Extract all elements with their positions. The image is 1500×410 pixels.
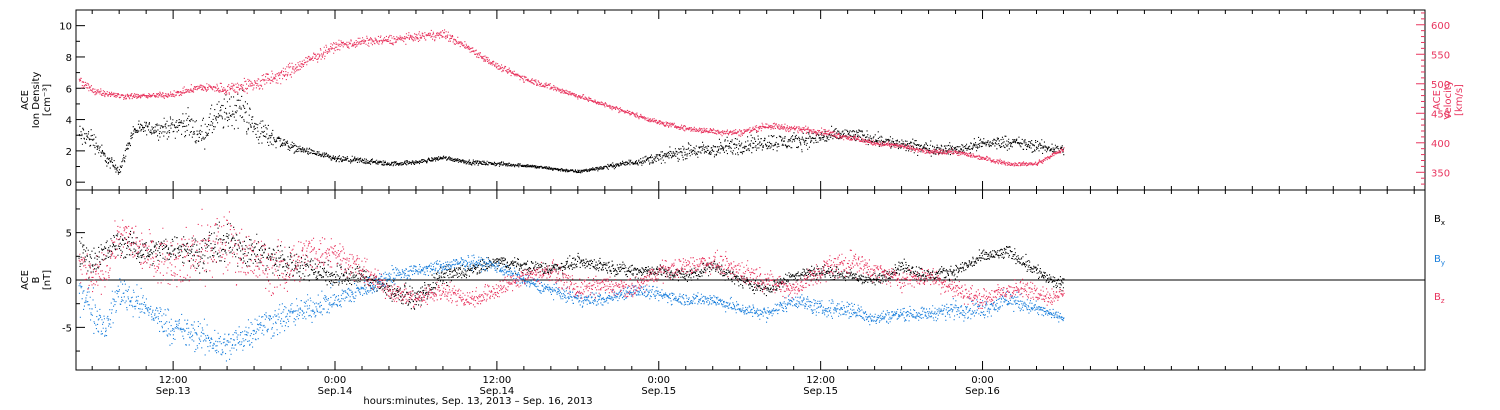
by-points [78,254,1065,362]
velocity-axis-tick-label: 600 [1431,21,1450,32]
legend-by: By [1434,254,1445,267]
bx-series [78,221,1065,310]
bottom-panel: -5 0 5 ACE B [nT] Bx By Bz [20,189,1445,371]
x-tick-label-date: Sep.15 [641,386,676,397]
density-axis-title: ACE Ion Density [cm⁻³] [20,72,53,129]
bz-series [78,208,1065,309]
density-axis-tick-label: 6 [66,84,72,95]
x-tick-label-time: 12:00 [806,375,835,386]
velocity-axis-title: ACE Velocity [km/s] [1432,80,1465,119]
velocity-points [78,29,1065,167]
x-tick-label-time: 0:00 [324,375,346,386]
density-axis-tick-label: 2 [66,147,72,158]
x-tick-label-date: Sep.14 [318,386,353,397]
x-tick-label-date: Sep.16 [965,386,1000,397]
x-tick-label-date: Sep.14 [480,386,515,397]
density-axis-title-line: [cm⁻³] [42,84,53,116]
b-axis-title: ACE B [nT] [20,270,53,290]
velocity-axis-title-line: [km/s] [1454,84,1465,116]
density-axis-tick-label: 4 [66,116,72,127]
b-axis-title-line: [nT] [42,270,53,290]
density-axis-title-line: Ion Density [31,72,42,129]
bz-points [78,208,1065,309]
x-tick-label-time: 12:00 [159,375,188,386]
x-tick-label-time: 12:00 [482,375,511,386]
b-axis-title-line: ACE [20,270,31,290]
velocity-series [78,29,1065,167]
velocity-axis-tick-label: 450 [1431,109,1450,120]
b-axis-tick-label: 5 [66,229,72,240]
x-tick-label-date: Sep.15 [803,386,838,397]
bx-points [78,221,1065,310]
x-tick-label-date: Sep.13 [156,386,191,397]
density-axis-title-line: ACE [20,90,31,110]
density-axis-tick-label: 0 [66,178,72,189]
velocity-axis-tick-label: 550 [1431,50,1450,61]
x-tick-label-time: 0:00 [648,375,670,386]
velocity-axis-tick-label: 350 [1431,168,1450,179]
x-tick-label-time: 0:00 [971,375,993,386]
b-axis-title-line: B [31,276,42,283]
x-axis: 12:00Sep.130:00Sep.1412:00Sep.140:00Sep.… [156,375,1000,397]
density-axis-tick-label: 8 [66,53,72,64]
b-axis-tick-label: 0 [66,276,72,287]
ion-density-points [78,89,1065,175]
ion-density-series [78,89,1065,175]
velocity-axis-tick-label: 400 [1431,139,1450,150]
b-axis-tick-label: -5 [62,323,72,334]
x-axis-title: hours:minutes, Sep. 13, 2013 – Sep. 16, … [363,396,592,407]
legend-bz: Bz [1434,292,1445,305]
by-series [78,254,1065,362]
density-axis-tick-label: 10 [59,22,72,33]
velocity-axis-title-line: ACE [1432,90,1443,110]
velocity-axis-tick-label: 500 [1431,80,1450,91]
top-panel-frame [75,9,1426,191]
velocity-axis-title-line: Velocity [1443,80,1454,119]
legend-bx: Bx [1434,214,1445,227]
